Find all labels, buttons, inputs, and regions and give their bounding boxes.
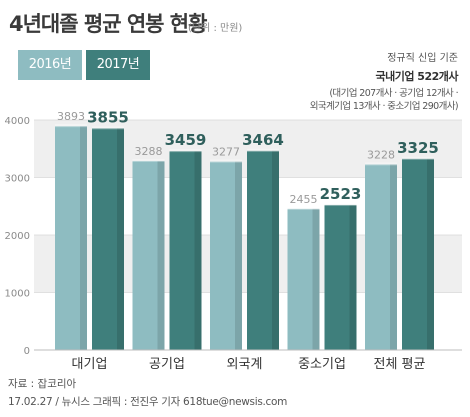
data-label: 2523 (320, 185, 362, 203)
bar-shade (157, 160, 165, 350)
bar-cap (92, 126, 124, 130)
bar-shade (194, 151, 202, 350)
x-tick-label: 전체 평균 (374, 357, 426, 372)
data-label: 3855 (87, 108, 129, 126)
bar-cap (402, 156, 434, 160)
note-line-1: (대기업 207개사 · 공기업 12개사 · (329, 88, 458, 99)
y-tick-label: 2000 (5, 231, 30, 242)
data-label: 3459 (165, 131, 207, 149)
bar-cap (287, 206, 320, 210)
y-tick-label: 1000 (5, 289, 30, 300)
note-header: 정규직 신입 기준 (387, 53, 458, 64)
x-tick-label: 대기업 (72, 357, 108, 372)
data-label: 3893 (57, 110, 85, 123)
bar-cap (55, 124, 87, 128)
bar (402, 158, 434, 350)
bar-cap (365, 162, 397, 166)
data-label: 3325 (397, 139, 439, 157)
bar-cap (247, 148, 279, 152)
y-axis: 0 1000 2000 3000 4000 (5, 116, 30, 357)
bar (324, 204, 357, 350)
credit-text: 17.02.27 / 뉴시스 그래픽 : 전진우 기자 618tue@newsi… (8, 396, 288, 408)
unit-label: (단위 : 만원) (188, 23, 243, 34)
bar-shade (312, 208, 320, 350)
bar (55, 126, 87, 350)
data-label: 3228 (367, 148, 395, 161)
x-tick-label: 공기업 (149, 357, 185, 372)
bar (287, 208, 320, 350)
bar-shade (390, 164, 397, 350)
bar-shade (235, 161, 242, 350)
x-tick-label: 외국계 (227, 357, 263, 372)
legend-2016: 2016년 (18, 50, 82, 80)
data-label: 3277 (212, 146, 240, 159)
bar-cap (324, 202, 357, 206)
x-axis: 대기업 공기업 외국계 중소기업 전체 평균 (34, 349, 462, 372)
bar-shade (117, 128, 124, 350)
bar-shade (80, 126, 87, 350)
bar-shade (349, 204, 357, 350)
bar (247, 150, 279, 350)
bar (365, 164, 397, 350)
source-text: 자료 : 잡코리아 (8, 378, 77, 390)
note-main: 국내기업 522개사 (375, 70, 458, 83)
bar-cap (210, 159, 242, 163)
bar-cap (132, 158, 165, 162)
y-tick-label: 0 (24, 346, 30, 357)
legend-2017: 2017년 (86, 50, 150, 80)
bar (210, 161, 242, 350)
note-line-2: 외국계기업 13개사 · 중소기업 290개사) (309, 101, 459, 112)
bar-cap (169, 149, 202, 153)
x-tick-label: 중소기업 (298, 357, 346, 372)
bar (92, 128, 124, 350)
page-title: 4년대졸 평균 연봉 현황 (9, 12, 207, 36)
bar-shade (427, 158, 434, 350)
bar (132, 160, 165, 350)
bar-shade (272, 150, 279, 350)
data-label: 2455 (290, 193, 318, 206)
bar (169, 151, 202, 350)
y-tick-label: 4000 (5, 116, 30, 127)
y-tick-label: 3000 (5, 174, 30, 185)
data-label: 3288 (135, 145, 163, 158)
data-label: 3464 (242, 131, 284, 149)
